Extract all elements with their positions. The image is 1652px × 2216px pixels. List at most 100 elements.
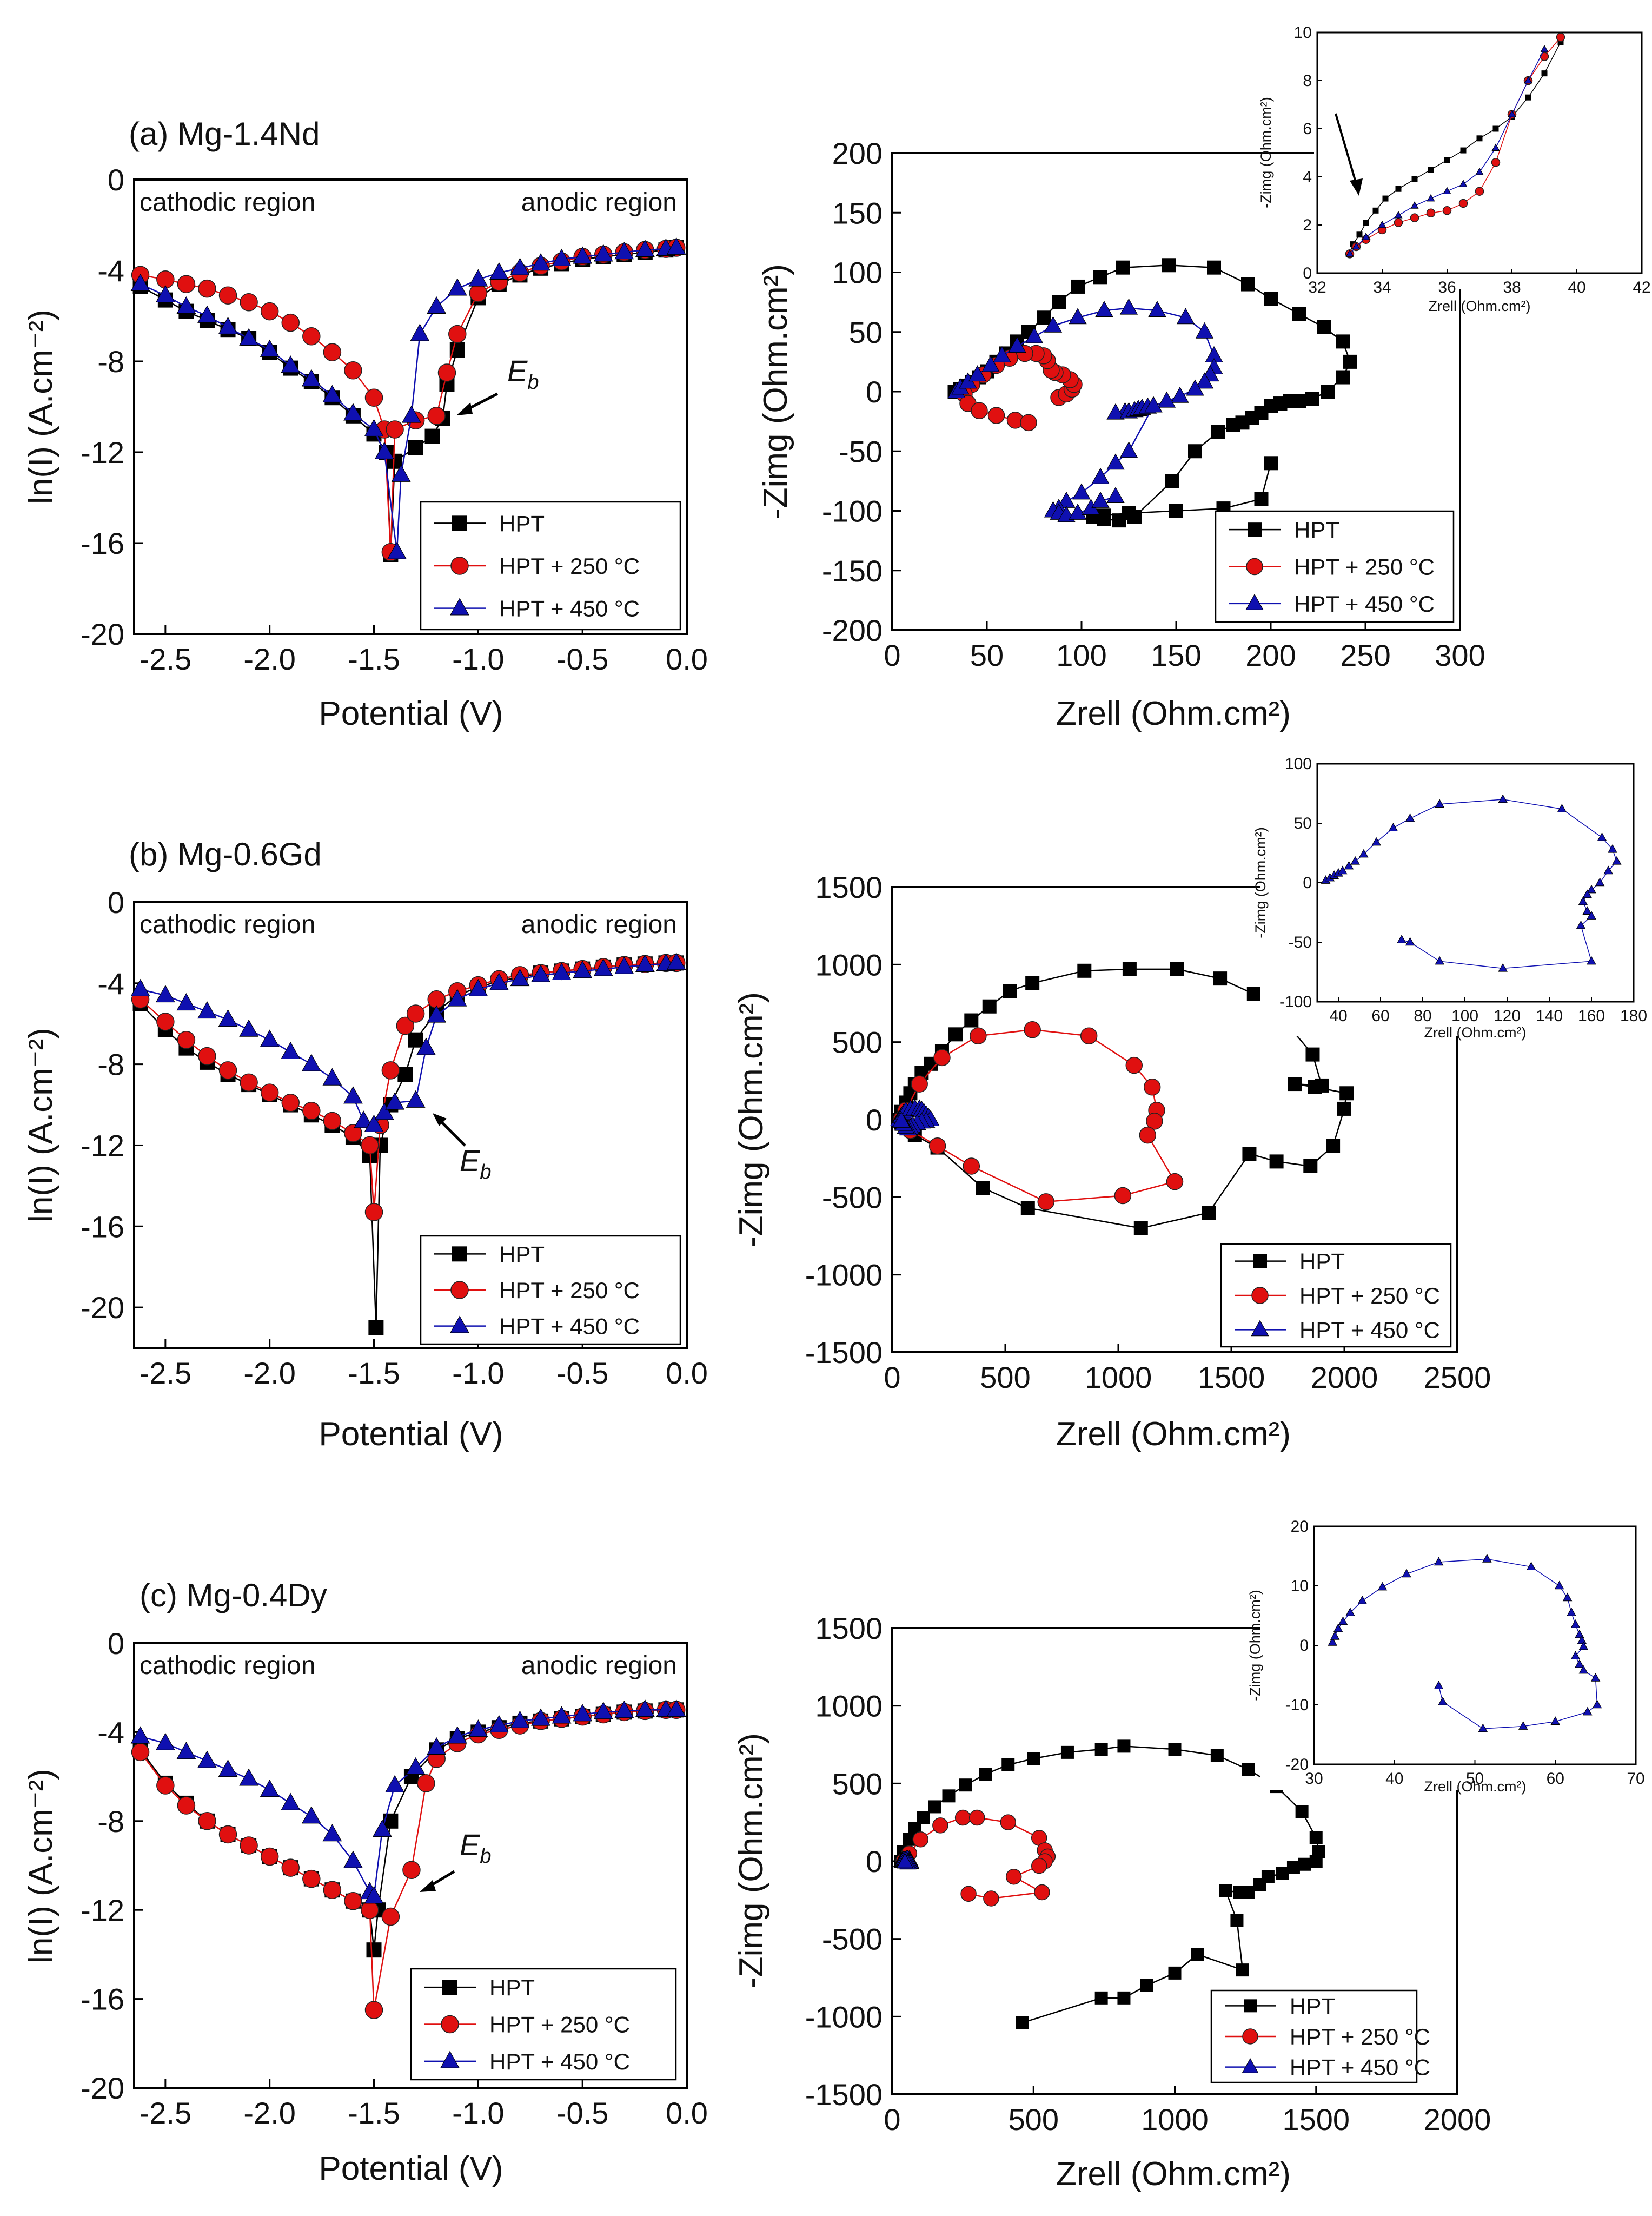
nyquist-a-curves <box>947 258 1357 528</box>
data-point <box>1378 220 1386 228</box>
data-point <box>1210 1749 1224 1762</box>
y-tick-label: 150 <box>832 196 883 230</box>
data-point <box>1125 1056 1143 1074</box>
data-point <box>1000 1814 1016 1830</box>
data-point <box>1339 1086 1354 1101</box>
data-point <box>1587 884 1596 894</box>
data-point <box>1443 187 1451 195</box>
data-point <box>1037 310 1051 325</box>
data-point <box>1188 444 1202 459</box>
data-point <box>1577 1635 1587 1644</box>
polarization-b-curves <box>130 952 686 1335</box>
data-point <box>468 269 488 287</box>
data-point <box>1146 1113 1163 1130</box>
data-point <box>1326 1139 1341 1153</box>
data-point <box>1475 187 1484 196</box>
y-tick-label: 500 <box>832 1767 883 1801</box>
x-tick-label: 120 <box>1494 1007 1521 1025</box>
data-point <box>1444 157 1450 163</box>
data-point <box>406 1004 425 1023</box>
data-point <box>1202 1206 1216 1220</box>
data-point <box>593 244 613 262</box>
data-point <box>1362 233 1370 240</box>
data-point <box>197 305 217 323</box>
data-point <box>1236 1963 1249 1977</box>
x-tick-label: 38 <box>1503 279 1521 296</box>
data-point <box>1093 270 1107 285</box>
y-tick-label: -4 <box>97 1715 124 1749</box>
data-point <box>447 1726 467 1744</box>
data-point <box>1094 1991 1108 2005</box>
data-point <box>218 1061 237 1080</box>
breakdown-arrow-b <box>438 1119 466 1147</box>
data-point <box>364 419 384 436</box>
data-point <box>614 956 634 974</box>
data-point <box>197 1750 217 1768</box>
nyquist-a-ylabel: -Zimg (Ohm.cm²) <box>757 264 794 519</box>
x-tick-label: 500 <box>1009 2102 1059 2136</box>
data-point <box>322 1068 342 1086</box>
data-point <box>1518 1721 1528 1730</box>
data-point <box>323 1112 342 1130</box>
nyquist-b: 0 500 1000 1500 2000 2500150010005000-500-100… <box>733 870 1491 1453</box>
x-tick-label: 32 <box>1308 279 1326 296</box>
y-tick-label: -20 <box>1285 1756 1309 1774</box>
data-point <box>1122 962 1137 976</box>
data-point <box>130 273 150 292</box>
data-point <box>1576 920 1586 929</box>
data-point <box>1394 218 1403 227</box>
breakdown-arrowhead-c <box>420 1880 436 1892</box>
data-point <box>1317 320 1331 334</box>
polarization-c-curves <box>130 1699 686 2019</box>
y-tick-label: -50 <box>839 434 883 468</box>
data-point <box>614 242 634 260</box>
data-point <box>917 1811 930 1824</box>
y-tick-label: 1000 <box>815 1689 883 1723</box>
x-tick-label: 160 <box>1578 1007 1605 1025</box>
data-point <box>239 1768 259 1786</box>
data-point <box>323 1881 342 1899</box>
data-point <box>1195 322 1214 339</box>
y-tick-label: 20 <box>1291 1518 1309 1536</box>
data-point <box>968 365 987 382</box>
nyquist-c-ticks: 0 500 1000 1500 2000150010005000-500-1000-15… <box>805 1611 1491 2136</box>
x-tick-label: 1000 <box>1141 2102 1209 2136</box>
data-point <box>1333 1623 1343 1632</box>
data-point <box>1001 1758 1015 1771</box>
data-point <box>447 278 467 296</box>
data-point <box>1595 877 1605 887</box>
data-point <box>343 403 363 421</box>
y-tick-label: 1500 <box>815 1611 883 1645</box>
anodic-region-label-c: anodic region <box>521 1651 677 1680</box>
data-point <box>1562 1592 1573 1602</box>
data-point <box>1116 260 1130 275</box>
data-point <box>240 293 258 312</box>
data-point <box>1168 1966 1182 1980</box>
data-point <box>1254 492 1269 506</box>
polarization-b-ticks: -2.5 -2.0 -1.5 -1.0 -0.5 0.0 0 -4 -8 -12 -16 -20 <box>81 885 708 1390</box>
data-point <box>218 1759 238 1777</box>
data-point <box>1003 984 1017 998</box>
legend-label: HPT <box>489 1975 535 2000</box>
y-tick-label: 10 <box>1291 1577 1309 1595</box>
data-point <box>387 541 407 559</box>
nyquist-c-legend: HPT HPT + 250 °C HPT + 450 °C <box>1210 1989 1430 2083</box>
y-tick-label: 8 <box>1303 72 1312 90</box>
data-point <box>322 385 342 402</box>
x-tick-label: 0.0 <box>666 1356 708 1390</box>
data-point <box>1106 403 1125 420</box>
legend-label: HPT + 450 °C <box>1290 2055 1430 2080</box>
data-point <box>1144 396 1163 413</box>
data-point <box>1191 1948 1204 1961</box>
data-point <box>666 952 686 970</box>
legend-label: HPT <box>1299 1249 1345 1274</box>
data-point <box>531 253 550 271</box>
data-point <box>1587 911 1596 920</box>
data-point <box>1525 94 1531 101</box>
x-tick-label: -1.0 <box>452 1356 505 1390</box>
y-tick-label: 4 <box>1303 168 1312 186</box>
x-tick-label: 250 <box>1340 638 1390 672</box>
data-point <box>448 325 467 343</box>
